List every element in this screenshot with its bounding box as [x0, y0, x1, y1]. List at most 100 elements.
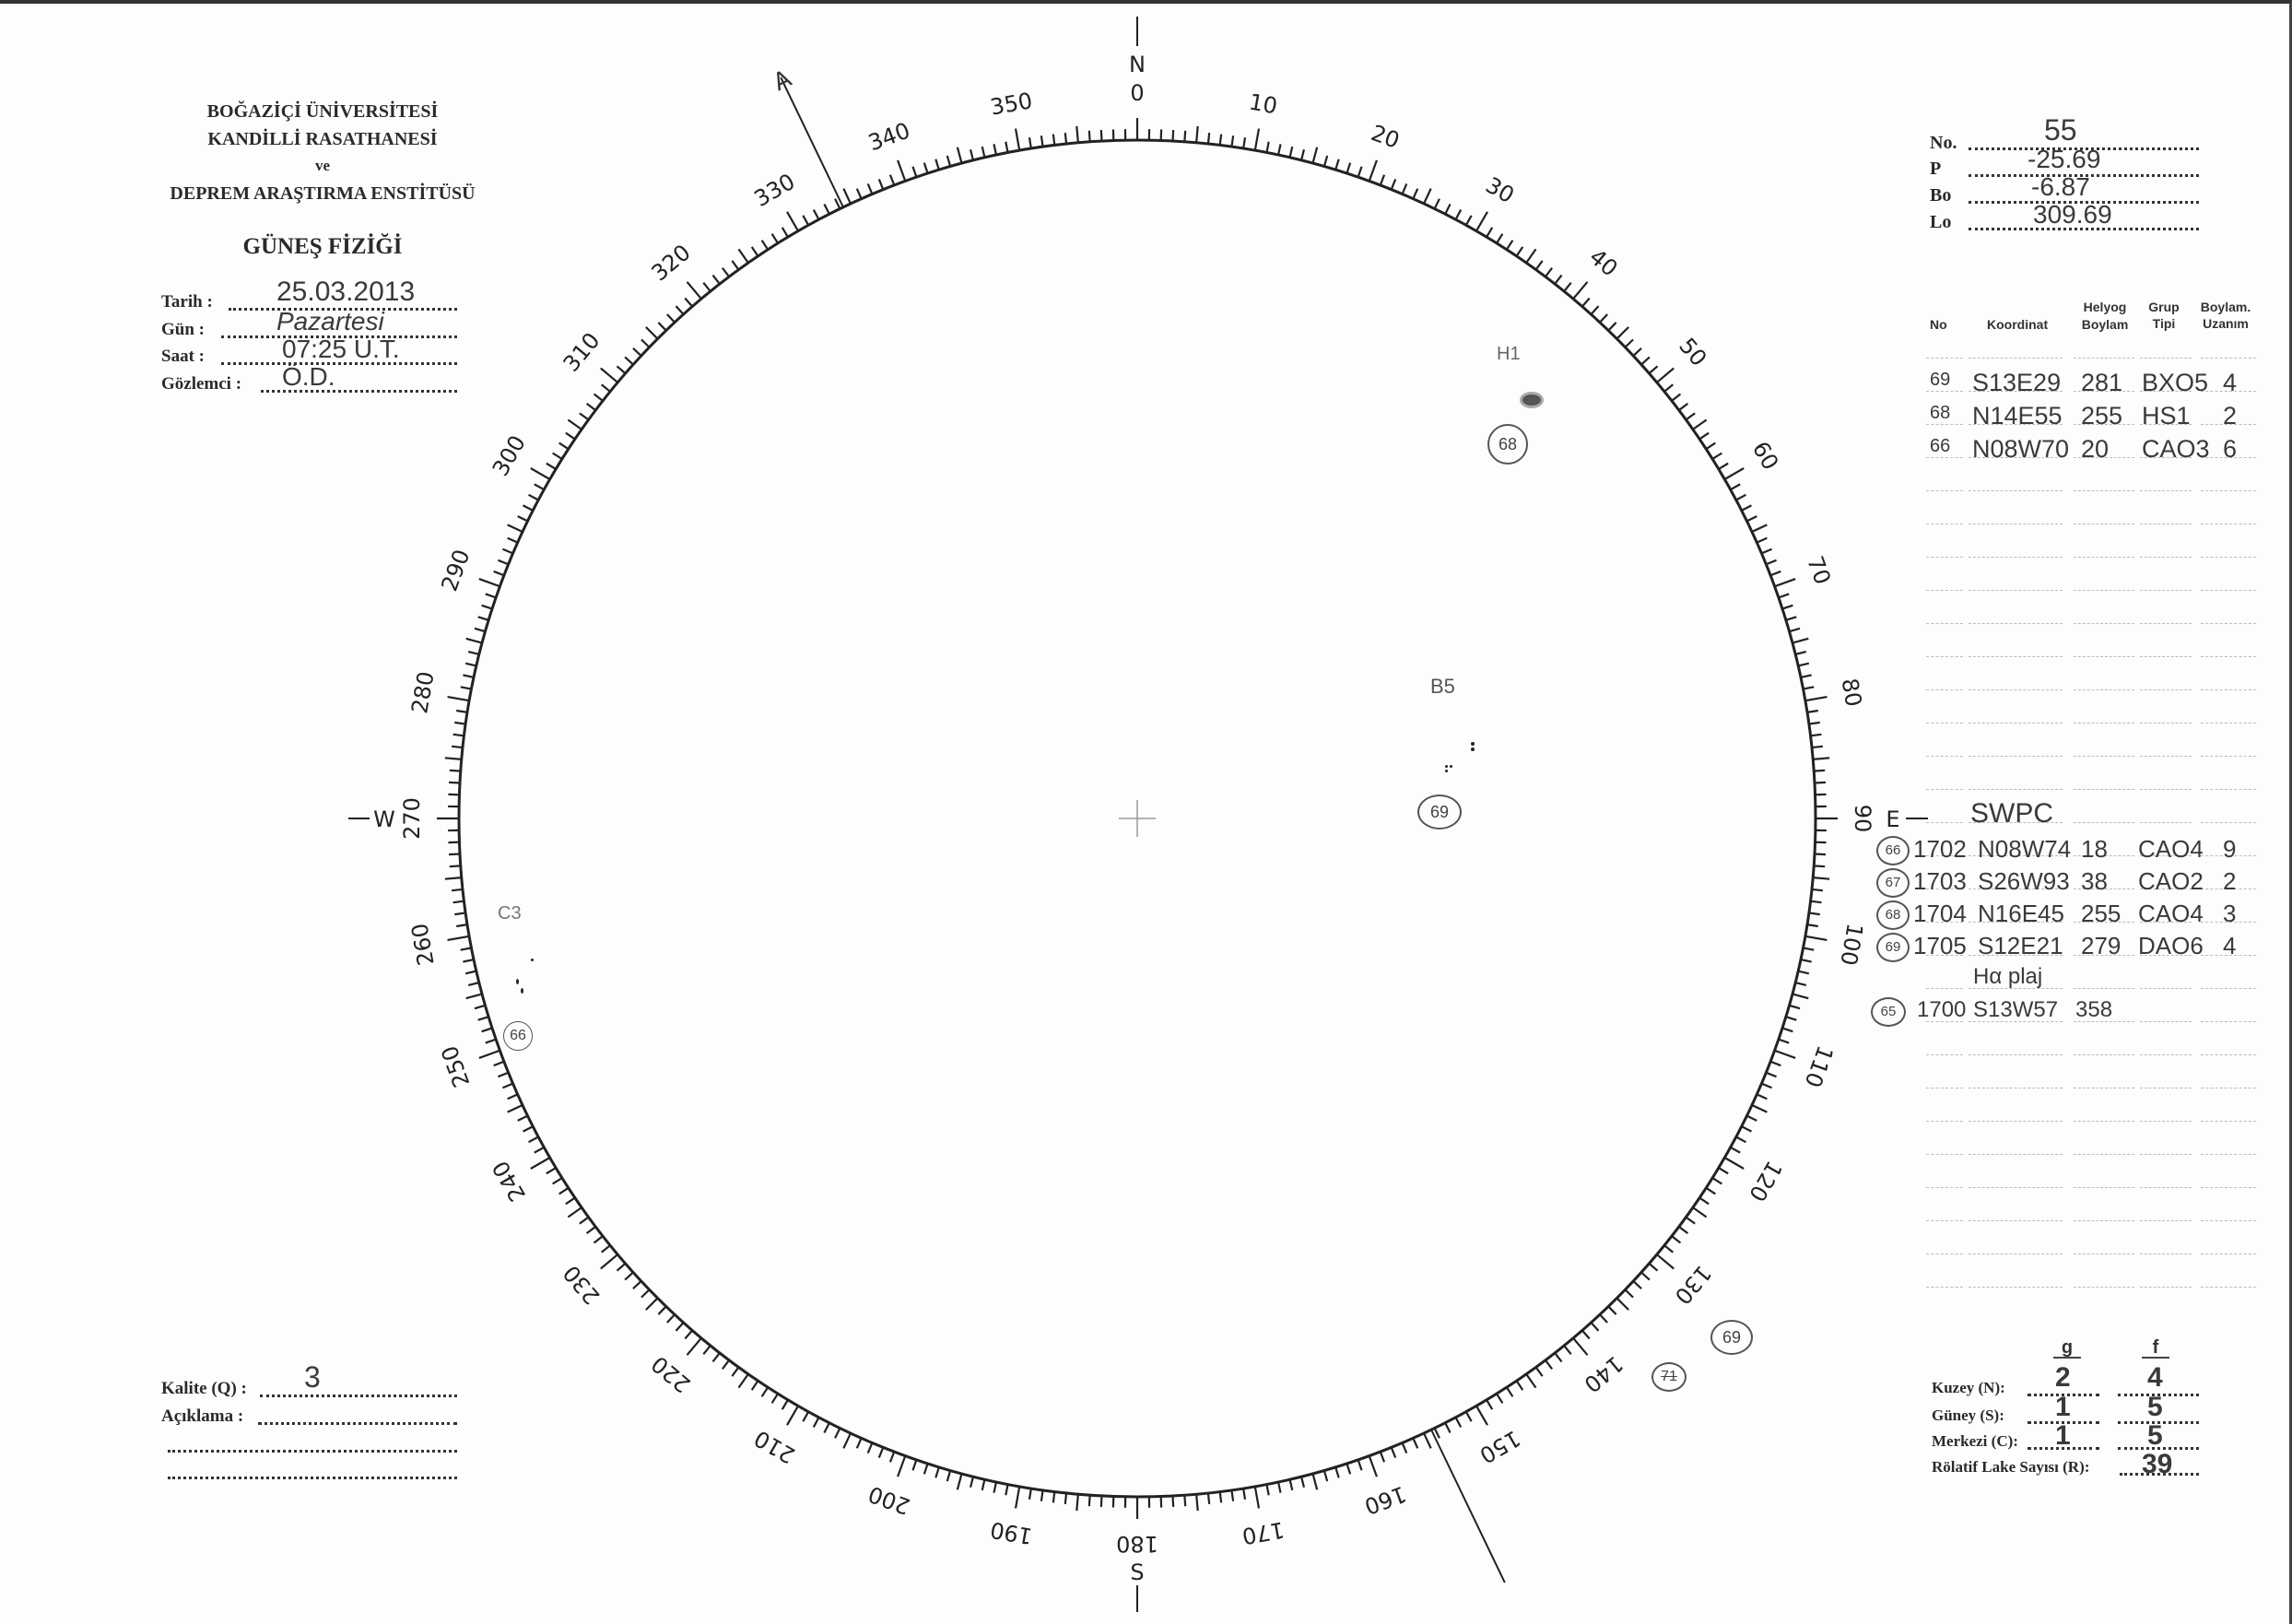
- degree-tick: [1813, 877, 1830, 880]
- comment-dots-1[interactable]: [258, 1422, 457, 1425]
- cell-coord[interactable]: N14E55: [1972, 402, 2063, 430]
- table-row-line: [2201, 1220, 2256, 1221]
- no-value[interactable]: 55: [2044, 113, 2077, 147]
- degree-tick: [1804, 935, 1828, 942]
- table-row-line: [2201, 1021, 2256, 1022]
- bo-value[interactable]: -6.87: [2031, 172, 2090, 201]
- degree-tick: [546, 1167, 557, 1175]
- degree-tick: [1087, 130, 1091, 142]
- degree-tick: [675, 1322, 685, 1332]
- north-f[interactable]: 4: [2147, 1362, 2163, 1393]
- swpc-cell-noaa[interactable]: 1705: [1913, 932, 1967, 959]
- north-g-dots: [2028, 1394, 2099, 1396]
- cell-no[interactable]: 66: [1930, 436, 1951, 456]
- degree-tick: [1814, 865, 1826, 868]
- degree-label: 300: [488, 431, 531, 481]
- cell-coord[interactable]: N08W70: [1972, 435, 2070, 463]
- swpc-cell-type[interactable]: CAO4: [2138, 835, 2204, 863]
- degree-tick: [641, 1289, 651, 1299]
- table-row-line: [2140, 789, 2192, 790]
- cell-type[interactable]: HS1: [2142, 402, 2191, 430]
- swpc-cell-helyog[interactable]: 18: [2081, 835, 2108, 863]
- table-row-line: [2140, 988, 2192, 989]
- degree-tick: [969, 148, 975, 161]
- cell-helyog[interactable]: 20: [2081, 435, 2110, 463]
- swpc-cell-helyog[interactable]: 255: [2081, 900, 2122, 927]
- swpc-cell-type[interactable]: CAO2: [2138, 867, 2204, 895]
- degree-tick: [1785, 616, 1797, 621]
- degree-tick: [558, 441, 570, 451]
- degree-tick: [454, 912, 466, 916]
- center-f[interactable]: 5: [2147, 1420, 2163, 1451]
- swpc-cell-type[interactable]: DAO6: [2138, 932, 2204, 959]
- table-row-line: [1969, 955, 2063, 956]
- degree-tick: [444, 757, 462, 760]
- degree-label: 240: [488, 1157, 531, 1206]
- degree-tick: [1433, 1428, 1440, 1439]
- center-g[interactable]: 1: [2055, 1420, 2071, 1451]
- degree-tick: [956, 1473, 963, 1490]
- swpc-cell-coord[interactable]: S26W93: [1978, 867, 2070, 895]
- cell-helyog[interactable]: 255: [2081, 402, 2123, 430]
- degree-tick: [666, 1313, 676, 1324]
- comment-dots-3[interactable]: [168, 1477, 457, 1479]
- day-value[interactable]: Pazartesi: [276, 307, 384, 335]
- date-value[interactable]: 25.03.2013: [276, 277, 416, 307]
- degree-tick: [624, 1271, 634, 1281]
- comment-dots-2[interactable]: [168, 1450, 457, 1453]
- table-row-line: [1969, 1021, 2063, 1022]
- cell-uzanim[interactable]: 4: [2223, 369, 2238, 396]
- north-g[interactable]: 2: [2055, 1362, 2071, 1393]
- cell-type[interactable]: BXO5: [2142, 369, 2209, 396]
- table-row-line: [2074, 955, 2134, 956]
- observer-value[interactable]: Ö.D.: [282, 362, 335, 391]
- p-value[interactable]: -25.69: [2028, 145, 2101, 173]
- swpc-cell-noaa[interactable]: 1702: [1913, 835, 1967, 863]
- cell-coord[interactable]: S13E29: [1972, 369, 2062, 396]
- cell-no[interactable]: 69: [1930, 370, 1951, 390]
- table-row-line: [2074, 1187, 2134, 1188]
- degree-tick: [1099, 129, 1103, 142]
- degree-label: 340: [865, 117, 914, 156]
- r-value[interactable]: 39: [2142, 1449, 2173, 1479]
- swpc-cell-coord[interactable]: S12E21: [1978, 932, 2063, 959]
- degree-tick: [507, 536, 519, 544]
- degree-tick: [530, 1157, 551, 1170]
- cell-no[interactable]: 68: [1930, 403, 1951, 423]
- degree-tick: [1810, 733, 1822, 737]
- swpc-cell-uzanim[interactable]: 9: [2223, 835, 2237, 863]
- swpc-cell-type[interactable]: CAO4: [2138, 900, 2204, 927]
- south-g[interactable]: 1: [2055, 1392, 2071, 1422]
- swpc-cell-uzanim[interactable]: 4: [2223, 932, 2237, 959]
- degree-label: 80: [1837, 677, 1867, 709]
- time-value[interactable]: 07:25 U.T.: [282, 335, 400, 363]
- table-row-line: [2074, 1054, 2134, 1055]
- swpc-cell-coord[interactable]: N08W74: [1978, 835, 2072, 863]
- table-row-line: [2201, 988, 2256, 989]
- swpc-cell-helyog[interactable]: 38: [2081, 867, 2108, 895]
- degree-tick: [454, 721, 466, 725]
- cell-helyog[interactable]: 281: [2081, 369, 2123, 396]
- degree-tick: [1253, 1486, 1261, 1509]
- lo-value[interactable]: 309.69: [2033, 200, 2112, 229]
- degree-tick: [1718, 1167, 1729, 1175]
- degree-tick: [760, 1386, 770, 1397]
- degree-tick: [498, 1071, 510, 1078]
- quality-value[interactable]: 3: [304, 1360, 321, 1394]
- swpc-cell-uzanim[interactable]: 2: [2223, 867, 2237, 895]
- comment-label: Açıklama :: [161, 1406, 244, 1426]
- swpc-cell-noaa[interactable]: 1704: [1913, 900, 1967, 927]
- swpc-cell-coord[interactable]: N16E45: [1978, 900, 2064, 927]
- degree-tick: [1723, 467, 1745, 480]
- swpc-cell-noaa[interactable]: 1703: [1913, 867, 1967, 895]
- south-f[interactable]: 5: [2147, 1392, 2163, 1422]
- swpc-cell-uzanim[interactable]: 3: [2223, 900, 2237, 927]
- header-coord: Koordinat: [1987, 317, 2049, 332]
- cell-uzanim[interactable]: 2: [2223, 402, 2238, 430]
- cell-type[interactable]: CAO3: [2142, 435, 2210, 463]
- degree-tick: [552, 452, 563, 460]
- degree-tick: [1496, 233, 1504, 244]
- swpc-cell-helyog[interactable]: 279: [2081, 932, 2122, 959]
- cell-uzanim[interactable]: 6: [2223, 435, 2238, 463]
- table-row-line: [2201, 822, 2256, 823]
